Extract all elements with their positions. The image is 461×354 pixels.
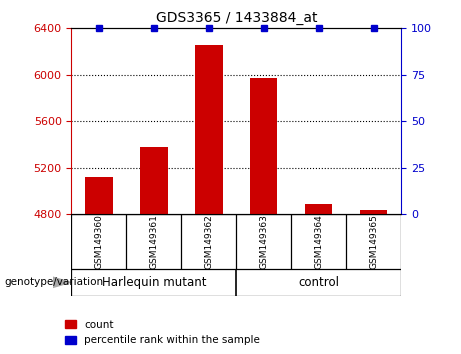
Title: GDS3365 / 1433884_at: GDS3365 / 1433884_at xyxy=(155,11,317,24)
Text: Harlequin mutant: Harlequin mutant xyxy=(101,276,206,289)
Text: GSM149361: GSM149361 xyxy=(149,214,159,269)
Bar xyxy=(85,177,112,214)
Text: GSM149360: GSM149360 xyxy=(95,214,103,269)
Text: GSM149365: GSM149365 xyxy=(369,214,378,269)
Bar xyxy=(195,45,223,214)
Polygon shape xyxy=(53,277,71,287)
Text: control: control xyxy=(298,276,339,289)
Text: GSM149362: GSM149362 xyxy=(204,214,213,269)
Legend: count, percentile rank within the sample: count, percentile rank within the sample xyxy=(65,320,260,345)
Text: genotype/variation: genotype/variation xyxy=(5,277,104,287)
Bar xyxy=(305,204,332,214)
Bar xyxy=(140,147,168,214)
Text: GSM149363: GSM149363 xyxy=(259,214,268,269)
Text: GSM149364: GSM149364 xyxy=(314,214,323,269)
Bar xyxy=(360,210,387,214)
Bar xyxy=(250,78,278,214)
